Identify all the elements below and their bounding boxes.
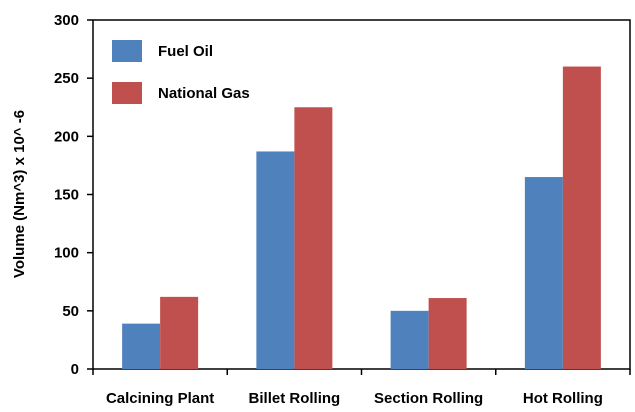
bar-national-gas-2 <box>428 298 467 369</box>
x-tick-label: Section Rolling <box>374 390 483 407</box>
bar-fuel-oil-2 <box>390 310 429 369</box>
legend: Fuel Oil National Gas <box>112 40 250 104</box>
y-tick-label: 300 <box>54 12 79 29</box>
bar-national-gas-3 <box>562 66 601 370</box>
bar-fuel-oil-0 <box>122 323 161 369</box>
legend-swatch <box>112 40 142 62</box>
bars <box>122 66 601 370</box>
legend-label: Fuel Oil <box>158 43 213 60</box>
bar-national-gas-0 <box>160 296 199 369</box>
x-axis-ticks: Calcining Plant Billet Rolling Section Rol… <box>92 369 631 407</box>
legend-swatch <box>112 82 142 104</box>
y-tick-label: 0 <box>71 361 79 378</box>
y-tick-label: 150 <box>54 187 79 204</box>
bar-national-gas-1 <box>294 107 333 369</box>
x-tick-label: Calcining Plant <box>106 390 214 407</box>
bar-fuel-oil-3 <box>524 177 563 369</box>
bar-fuel-oil-1 <box>256 151 295 369</box>
y-axis-title: Volume (Nm^3) x 10^ -6 <box>11 110 28 278</box>
legend-label: National Gas <box>158 85 250 102</box>
y-tick-label: 200 <box>54 128 79 145</box>
y-axis-ticks: 0 50 100 150 200 250 300 <box>54 12 93 378</box>
y-tick-label: 250 <box>54 70 79 87</box>
x-tick-label: Billet Rolling <box>249 390 341 407</box>
y-tick-label: 100 <box>54 245 79 262</box>
y-tick-label: 50 <box>62 303 79 320</box>
x-tick-label: Hot Rolling <box>523 390 603 407</box>
